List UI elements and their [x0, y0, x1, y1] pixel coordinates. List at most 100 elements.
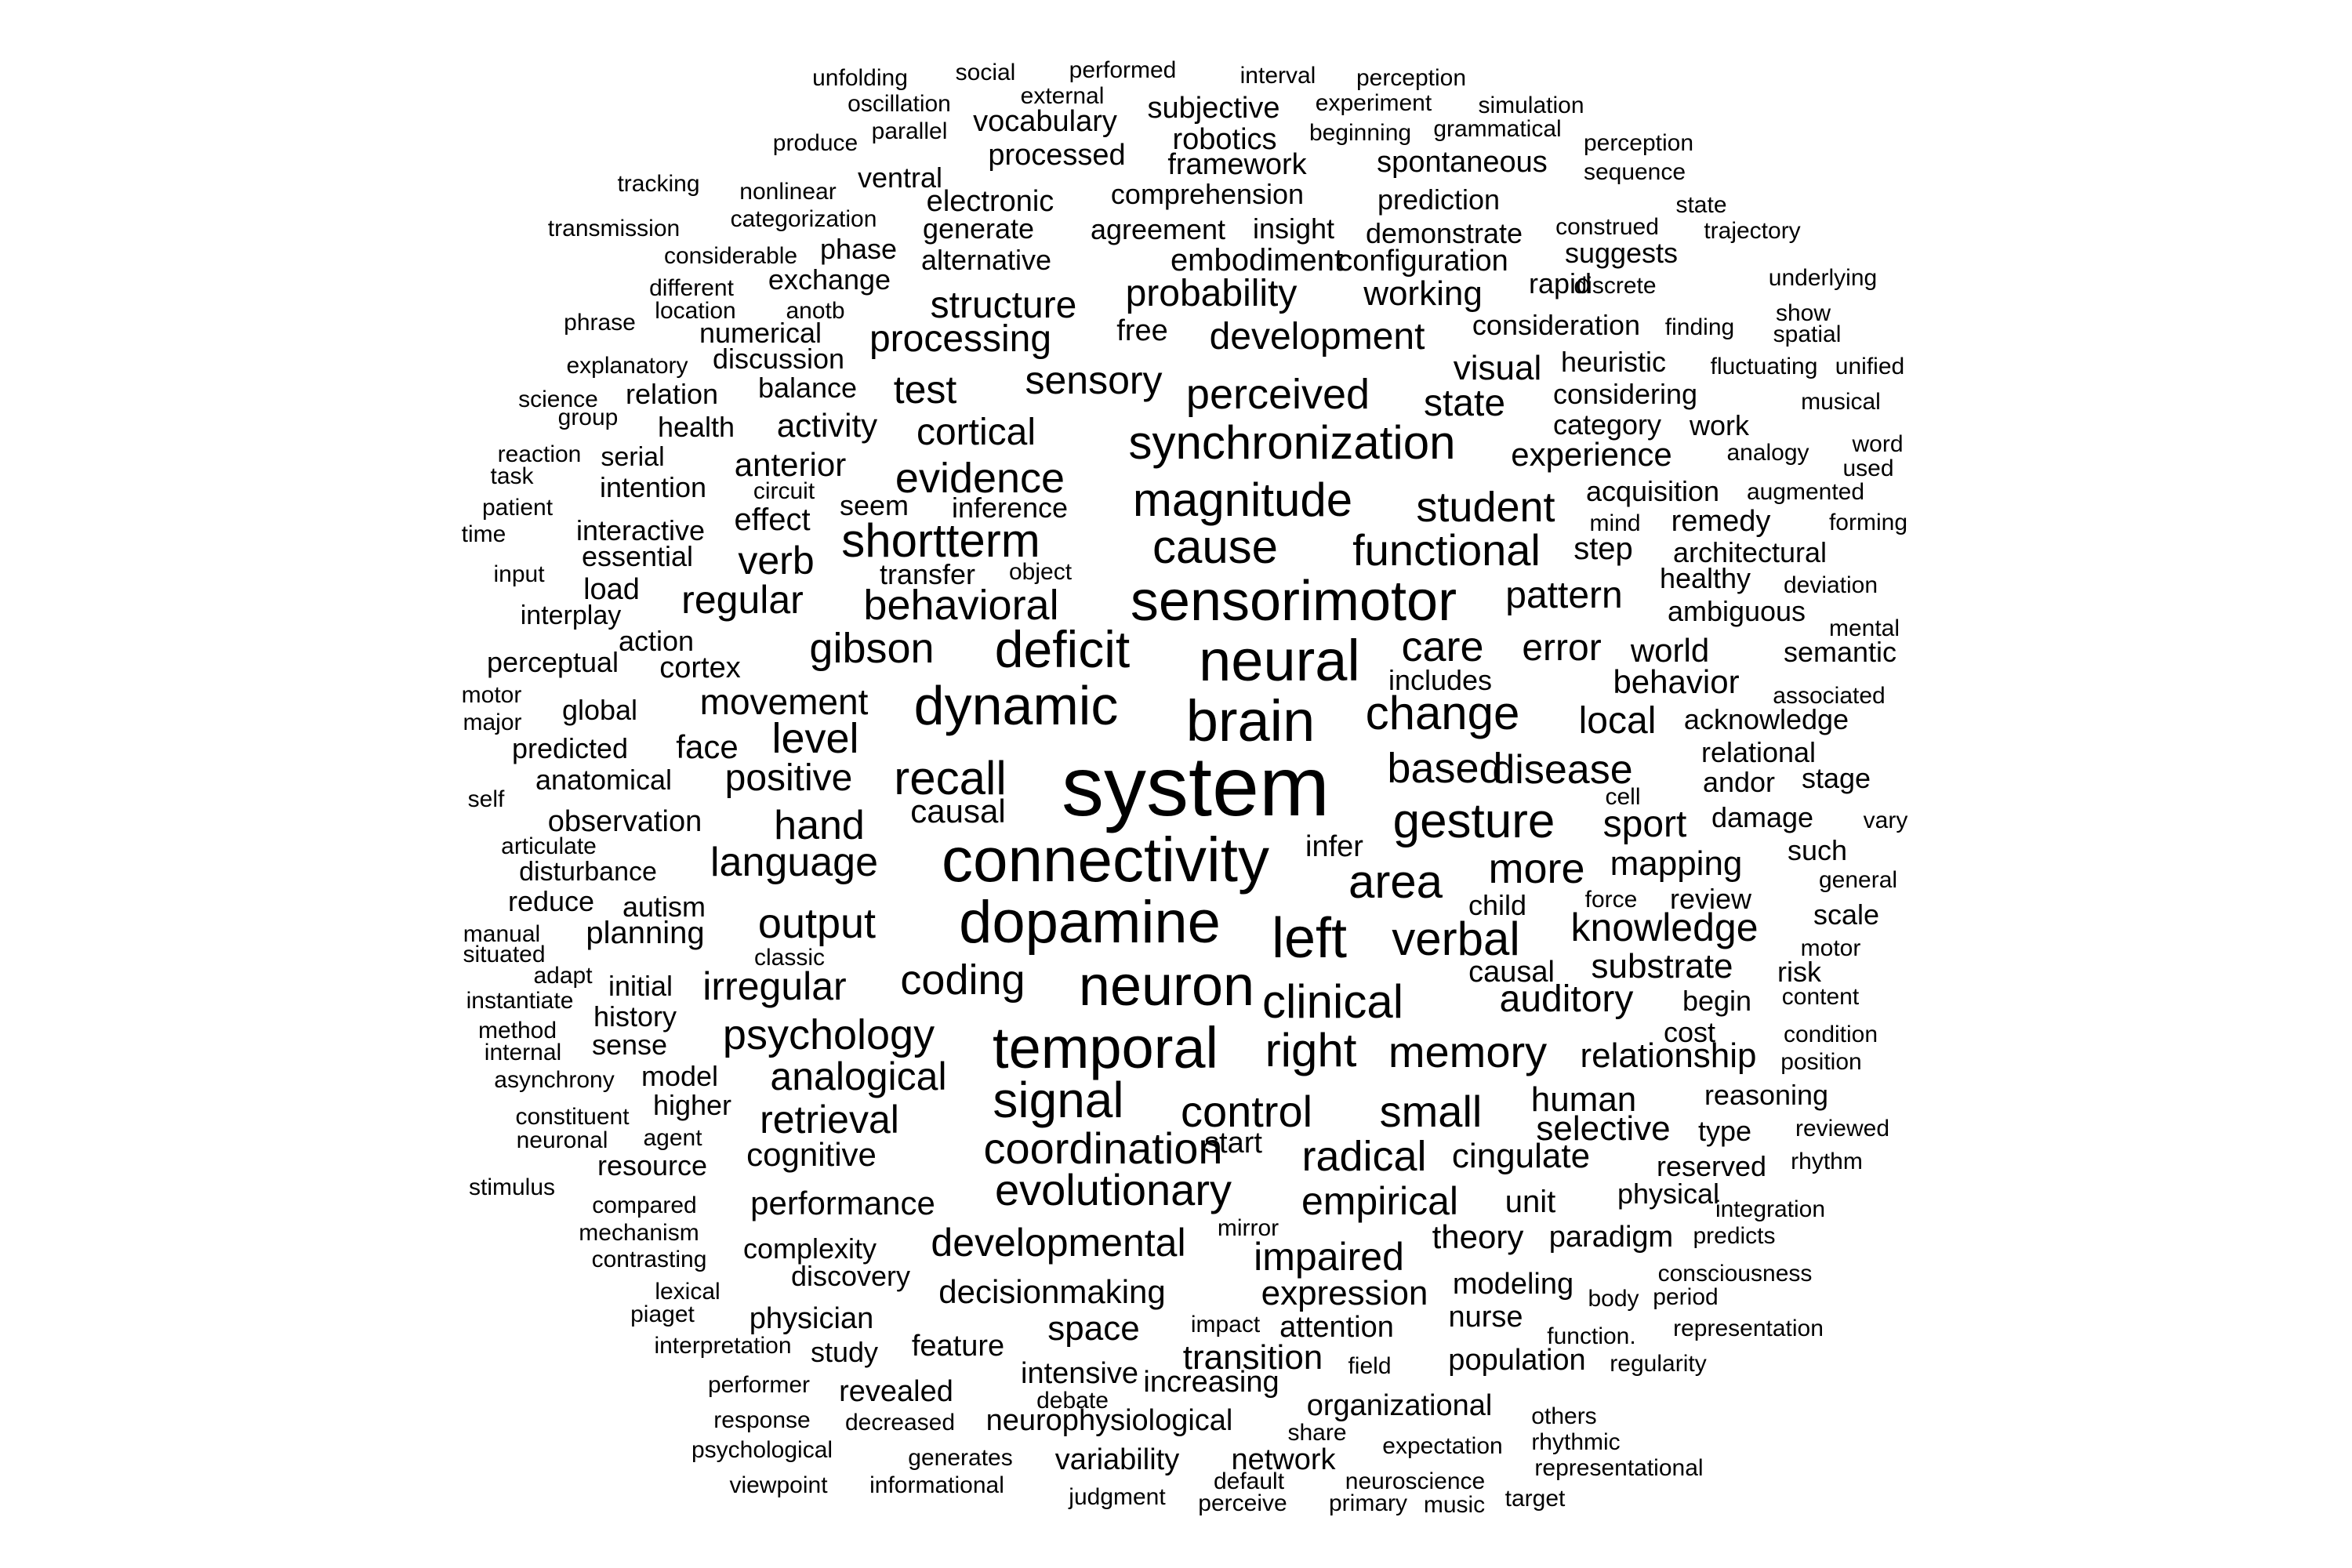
cloud-word-situated: situated: [463, 942, 546, 967]
cloud-word-mirror: mirror: [1217, 1215, 1279, 1241]
cloud-word-framework: framework: [1167, 148, 1307, 181]
cloud-word-augmented: augmented: [1746, 479, 1865, 505]
cloud-word-work: work: [1689, 409, 1750, 441]
cloud-word-mind: mind: [1589, 510, 1641, 536]
cloud-word-load: load: [583, 573, 640, 606]
cloud-word-expression: expression: [1261, 1274, 1428, 1312]
cloud-word-force: force: [1584, 887, 1638, 913]
cloud-word-synchronization: synchronization: [1128, 416, 1456, 469]
cloud-word-beginning: beginning: [1308, 120, 1412, 146]
cloud-word-neuroscience: neuroscience: [1345, 1468, 1486, 1494]
cloud-word-cortical: cortical: [916, 412, 1036, 453]
cloud-word-major: major: [463, 710, 522, 735]
cloud-word-decreased: decreased: [844, 1410, 956, 1436]
cloud-word-mechanism: mechanism: [579, 1220, 699, 1246]
cloud-word-small: small: [1379, 1087, 1483, 1136]
cloud-word-categorization: categorization: [730, 206, 877, 232]
cloud-word-level: level: [771, 715, 859, 762]
cloud-word-feature: feature: [911, 1330, 1005, 1363]
cloud-word-cingulate: cingulate: [1451, 1137, 1591, 1175]
cloud-word-transition: transition: [1182, 1338, 1323, 1377]
cloud-word-paradigm: paradigm: [1548, 1221, 1674, 1254]
cloud-word-predicted: predicted: [511, 732, 629, 764]
cloud-word-relational: relational: [1700, 736, 1817, 768]
cloud-word-space: space: [1047, 1309, 1140, 1348]
cloud-word-acknowledge: acknowledge: [1683, 703, 1849, 735]
cloud-word-social: social: [955, 60, 1016, 85]
cloud-word-model: model: [641, 1060, 719, 1092]
cloud-word-causal2: causal: [1468, 956, 1555, 989]
cloud-word-robotics: robotics: [1172, 123, 1277, 156]
cloud-word-effect: effect: [734, 503, 811, 537]
cloud-word-right: right: [1265, 1024, 1357, 1076]
cloud-word-perceived: perceived: [1185, 371, 1370, 418]
cloud-word-area: area: [1348, 855, 1443, 908]
cloud-word-default: default: [1213, 1468, 1285, 1494]
cloud-word-unit: unit: [1504, 1185, 1556, 1219]
cloud-word-cortex: cortex: [659, 652, 741, 684]
cloud-word-development: development: [1209, 316, 1425, 358]
cloud-word-complexity: complexity: [742, 1232, 877, 1265]
cloud-word-stage: stage: [1801, 762, 1871, 794]
cloud-word-motor2: motor: [461, 682, 522, 708]
cloud-word-reduce: reduce: [507, 885, 595, 917]
cloud-word-asynchrony: asynchrony: [494, 1067, 615, 1093]
cloud-word-analogical: analogical: [770, 1054, 947, 1098]
cloud-word-discrete: discrete: [1573, 273, 1657, 299]
cloud-word-disturbance: disturbance: [519, 857, 657, 887]
cloud-word-input: input: [493, 561, 545, 587]
cloud-word-predicts: predicts: [1693, 1223, 1776, 1249]
cloud-word-different: different: [649, 275, 734, 301]
cloud-word-informational: informational: [869, 1472, 1004, 1498]
cloud-word-interpretation: interpretation: [654, 1333, 792, 1359]
cloud-word-demonstrate: demonstrate: [1365, 217, 1523, 249]
cloud-word-associated: associated: [1773, 683, 1886, 709]
cloud-word-risk: risk: [1777, 956, 1821, 988]
cloud-word-performance: performance: [750, 1185, 935, 1221]
cloud-word-construed: construed: [1555, 214, 1659, 240]
cloud-word-coordination: coordination: [983, 1123, 1223, 1173]
cloud-word-comprehension: comprehension: [1110, 178, 1305, 210]
cloud-word-external: external: [1020, 83, 1105, 109]
cloud-word-human: human: [1530, 1080, 1637, 1119]
cloud-word-ventral: ventral: [857, 162, 943, 194]
cloud-word-behavior: behavior: [1613, 663, 1740, 700]
cloud-word-representational: representational: [1534, 1455, 1704, 1481]
cloud-word-lexical: lexical: [655, 1279, 720, 1305]
cloud-word-discussion: discussion: [712, 343, 845, 375]
cloud-word-trajectory: trajectory: [1704, 218, 1801, 244]
cloud-word-functional: functional: [1352, 525, 1541, 575]
cloud-word-positive: positive: [724, 757, 853, 799]
cloud-word-sense: sense: [591, 1029, 668, 1061]
cloud-word-content: content: [1781, 984, 1860, 1010]
cloud-word-reserved: reserved: [1656, 1150, 1767, 1182]
cloud-word-regularity: regularity: [1610, 1351, 1707, 1377]
cloud-word-architectural: architectural: [1672, 536, 1828, 568]
cloud-word-free: free: [1116, 314, 1168, 347]
cloud-word-perception: perception: [1356, 65, 1467, 91]
cloud-word-type: type: [1697, 1115, 1752, 1147]
cloud-word-anterior: anterior: [734, 446, 847, 483]
cloud-word-generates: generates: [908, 1445, 1013, 1471]
cloud-word-alternative: alternative: [920, 244, 1052, 276]
cloud-word-language: language: [710, 840, 878, 885]
cloud-word-transmission: transmission: [547, 216, 681, 241]
cloud-word-autism: autism: [622, 891, 706, 923]
cloud-word-rapid: rapid: [1528, 267, 1592, 299]
cloud-word-impact: impact: [1190, 1312, 1261, 1338]
cloud-word-inference: inference: [951, 492, 1069, 524]
cloud-word-constituent: constituent: [515, 1104, 630, 1130]
cloud-word-target: target: [1504, 1486, 1566, 1512]
cloud-word-sensorimotor: sensorimotor: [1130, 570, 1457, 633]
cloud-word-perceptual: perceptual: [486, 646, 619, 678]
cloud-word-activity: activity: [776, 407, 878, 444]
cloud-word-health: health: [657, 411, 735, 443]
cloud-word-field: field: [1348, 1353, 1392, 1379]
cloud-word-sport: sport: [1602, 804, 1687, 845]
cloud-word-study: study: [810, 1336, 879, 1368]
cloud-word-physical: physical: [1617, 1178, 1720, 1210]
cloud-word-essential: essential: [581, 540, 694, 572]
cloud-word-state: state: [1423, 383, 1506, 424]
cloud-word-resource: resource: [597, 1149, 708, 1181]
cloud-word-subjective: subjective: [1147, 92, 1280, 125]
